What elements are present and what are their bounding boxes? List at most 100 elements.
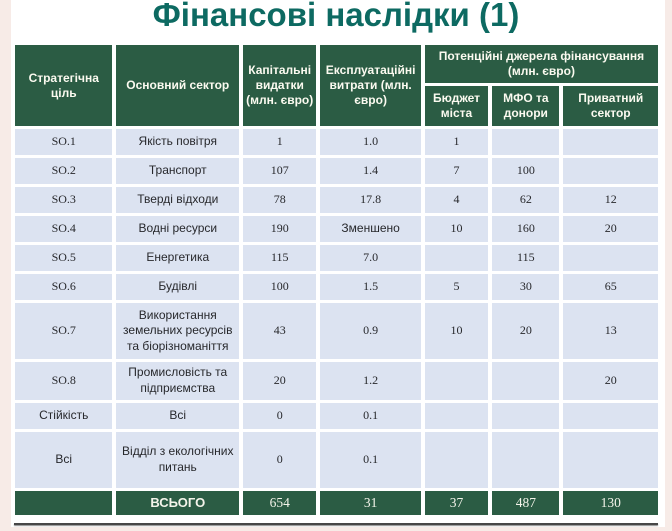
table-row: SO.6 Будівлі 100 1.5 5 30 65 (15, 274, 658, 300)
sector-cell: Промисловість та підприємства (116, 362, 240, 400)
ifi-cell (492, 129, 560, 155)
header-row-group: Стратегічна ціль Основний сектор Капітал… (15, 45, 658, 126)
header-main-sector: Основний сектор (116, 45, 240, 126)
sector-cell: Транспорт (116, 158, 240, 184)
sector-cell: Відділ з екологічних питань (116, 432, 240, 488)
capex-cell: 20 (243, 362, 317, 400)
opex-cell: 7.0 (320, 245, 421, 271)
ifi-cell: 62 (492, 187, 560, 213)
budget-cell (424, 245, 489, 271)
sector-cell: Енергетика (116, 245, 240, 271)
goal-cell: SO.5 (15, 245, 113, 271)
private-cell: 13 (563, 303, 658, 359)
total-label-cell: ВСЬОГО (116, 491, 240, 515)
table-bottom-shadow (14, 523, 658, 525)
financial-table: Стратегічна ціль Основний сектор Капітал… (11, 42, 662, 518)
table-row: SO.5 Енергетика 115 7.0 115 (15, 245, 658, 271)
capex-cell: 43 (243, 303, 317, 359)
private-cell: 20 (563, 362, 658, 400)
header-ifi-donors: МФО та донори (492, 86, 560, 126)
slide-edge-left (0, 0, 11, 531)
header-row-sub: Бюджет міста МФО та донори Приватний сек… (15, 86, 658, 126)
budget-cell: 4 (424, 187, 489, 213)
table-row: SO.2 Транспорт 107 1.4 7 100 (15, 158, 658, 184)
ifi-cell: 100 (492, 158, 560, 184)
table-row: Стійкість Всі 0 0.1 (15, 403, 658, 429)
capex-cell: 100 (243, 274, 317, 300)
private-cell: 20 (563, 216, 658, 242)
sector-cell: Тверді відходи (116, 187, 240, 213)
total-ifi-cell: 487 (492, 491, 560, 515)
table-row: SO.1 Якість повітря 1 1.0 1 (15, 129, 658, 155)
capex-cell: 115 (243, 245, 317, 271)
table-row: SO.8 Промисловість та підприємства 20 1.… (15, 362, 658, 400)
capex-cell: 107 (243, 158, 317, 184)
ifi-cell (492, 403, 560, 429)
private-cell (563, 432, 658, 488)
ifi-cell: 30 (492, 274, 560, 300)
ifi-cell: 20 (492, 303, 560, 359)
sector-cell: Всі (116, 403, 240, 429)
header-private-sector: Приватний сектор (563, 86, 658, 126)
total-row: ВСЬОГО 654 31 37 487 130 (15, 491, 658, 515)
sector-cell: Якість повітря (116, 129, 240, 155)
total-budget-cell: 37 (424, 491, 489, 515)
ifi-cell (492, 362, 560, 400)
table-row: SO.4 Водні ресурси 190 Зменшено 10 160 2… (15, 216, 658, 242)
header-capex: Капітальні видатки (млн. євро) (243, 45, 317, 126)
page-title: Фінансові наслідки (1) (152, 0, 520, 33)
goal-cell: SO.2 (15, 158, 113, 184)
opex-cell: 1.0 (320, 129, 421, 155)
budget-cell: 10 (424, 216, 489, 242)
opex-cell: Зменшено (320, 216, 421, 242)
ifi-cell (492, 432, 560, 488)
total-private-cell: 130 (563, 491, 658, 515)
goal-cell: SO.4 (15, 216, 113, 242)
capex-cell: 190 (243, 216, 317, 242)
ifi-cell: 160 (492, 216, 560, 242)
capex-cell: 78 (243, 187, 317, 213)
sector-cell: Використання земельних ресурсів та біорі… (116, 303, 240, 359)
slide-edge-right (665, 0, 672, 531)
budget-cell: 10 (424, 303, 489, 359)
budget-cell: 7 (424, 158, 489, 184)
ifi-cell: 115 (492, 245, 560, 271)
private-cell: 12 (563, 187, 658, 213)
table-row: Всі Відділ з екологічних питань 0 0.1 (15, 432, 658, 488)
slide-edge-bottom (0, 527, 672, 531)
capex-cell: 1 (243, 129, 317, 155)
goal-cell: SO.3 (15, 187, 113, 213)
opex-cell: 1.5 (320, 274, 421, 300)
capex-cell: 0 (243, 403, 317, 429)
goal-cell: SO.1 (15, 129, 113, 155)
header-city-budget: Бюджет міста (424, 86, 489, 126)
private-cell (563, 129, 658, 155)
private-cell (563, 158, 658, 184)
private-cell (563, 403, 658, 429)
sector-cell: Водні ресурси (116, 216, 240, 242)
goal-cell: Всі (15, 432, 113, 488)
budget-cell (424, 432, 489, 488)
total-opex-cell: 31 (320, 491, 421, 515)
private-cell (563, 245, 658, 271)
capex-cell: 0 (243, 432, 317, 488)
sector-cell: Будівлі (116, 274, 240, 300)
goal-cell: SO.7 (15, 303, 113, 359)
header-funding-sources-group: Потенційні джерела фінансування (млн. єв… (424, 45, 658, 83)
budget-cell: 5 (424, 274, 489, 300)
header-strategic-goal: Стратегічна ціль (15, 45, 113, 126)
total-capex-cell: 654 (243, 491, 317, 515)
budget-cell (424, 403, 489, 429)
budget-cell: 1 (424, 129, 489, 155)
opex-cell: 0.1 (320, 432, 421, 488)
opex-cell: 1.4 (320, 158, 421, 184)
goal-cell: SO.8 (15, 362, 113, 400)
goal-cell: Стійкість (15, 403, 113, 429)
opex-cell: 0.9 (320, 303, 421, 359)
goal-cell: SO.6 (15, 274, 113, 300)
table-row: SO.3 Тверді відходи 78 17.8 4 62 12 (15, 187, 658, 213)
opex-cell: 17.8 (320, 187, 421, 213)
private-cell: 65 (563, 274, 658, 300)
opex-cell: 0.1 (320, 403, 421, 429)
header-opex: Експлуатаційні витрати (млн. євро) (320, 45, 421, 126)
